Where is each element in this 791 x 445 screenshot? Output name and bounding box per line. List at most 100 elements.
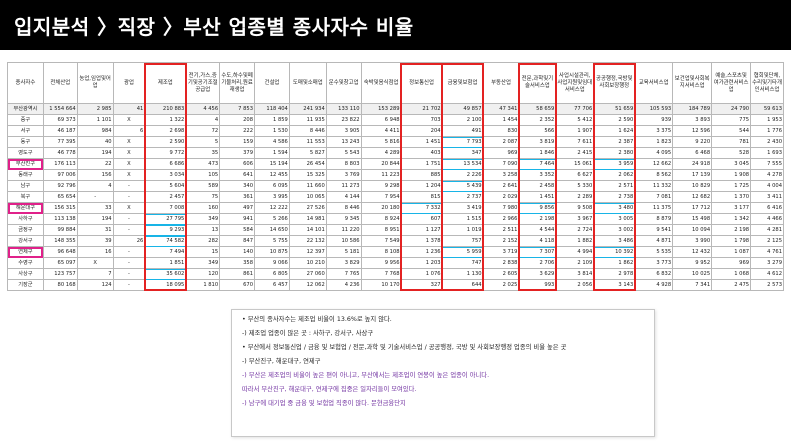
column-header: 제조업 <box>144 62 187 104</box>
value-cell: 3 005 <box>593 213 636 225</box>
value-cell: 2 062 <box>593 169 636 181</box>
region-name-cell: 사상구 <box>7 268 44 280</box>
value-cell: 12 455 <box>254 169 290 181</box>
value-cell: 1 101 <box>76 114 114 126</box>
column-header: 협회및단체,수리및기타개인서비스업 <box>750 62 784 104</box>
value-cell: 18 095 <box>144 279 187 291</box>
value-cell: 10 875 <box>254 246 290 258</box>
value-cell: 984 <box>76 125 114 137</box>
region-name-cell: 북구 <box>7 191 44 203</box>
value-cell: 13 243 <box>325 136 362 148</box>
value-cell: 10 392 <box>593 246 636 258</box>
value-cell: 15 061 <box>555 158 595 170</box>
value-cell: 9 293 <box>144 224 187 236</box>
column-header: 종사자수 <box>7 62 44 104</box>
value-cell: 1 725 <box>711 180 752 192</box>
value-cell: 1 908 <box>711 169 752 181</box>
value-cell: 3 814 <box>555 268 595 280</box>
value-cell: 775 <box>711 114 752 126</box>
column-header: 정보통신업 <box>400 62 443 104</box>
value-cell: 12 397 <box>288 246 327 258</box>
value-cell: 124 <box>76 279 114 291</box>
value-cell: 5 816 <box>360 136 402 148</box>
value-cell: 6 832 <box>634 268 674 280</box>
value-cell: 26 <box>112 235 146 247</box>
value-cell: 31 <box>76 224 114 236</box>
column-header: 부동산업 <box>482 62 520 104</box>
value-cell: 27 060 <box>288 268 327 280</box>
value-cell: 4 928 <box>634 279 674 291</box>
value-cell: 9 066 <box>254 257 290 269</box>
value-cell: X <box>76 257 114 269</box>
value-cell: 24 790 <box>711 103 752 115</box>
value-cell: 4 612 <box>750 268 784 280</box>
region-name-cell: 부산진구 <box>7 158 44 170</box>
region-name-cell: 해운대구 <box>7 202 44 214</box>
value-cell: 1 751 <box>400 158 443 170</box>
value-cell: 35 602 <box>144 268 187 280</box>
value-cell: 12 062 <box>288 279 327 291</box>
value-cell: 7 341 <box>672 279 713 291</box>
value-cell: 46 778 <box>42 147 78 159</box>
page-header: 입지분석 〉직장 〉부산 업종별 종사자수 비율 <box>0 0 791 50</box>
value-cell: 2 978 <box>593 268 636 280</box>
value-cell: - <box>112 268 146 280</box>
column-header: 수도,하수및폐기물처리,원료재생업 <box>219 62 256 104</box>
value-cell: 3 995 <box>254 191 290 203</box>
value-cell: 9 956 <box>360 257 402 269</box>
value-cell: 12 596 <box>672 125 713 137</box>
value-cell: 847 <box>219 235 256 247</box>
value-cell: 2 698 <box>144 125 187 137</box>
column-header: 농업,임업및어업 <box>76 62 114 104</box>
value-cell: 584 <box>219 224 256 236</box>
value-cell: 7 464 <box>518 158 557 170</box>
value-cell: 544 <box>711 125 752 137</box>
value-cell: 7 307 <box>518 246 557 258</box>
value-cell: 153 289 <box>360 103 402 115</box>
notes-panel: • 부산의 종사자수는 제조업 비율이 13.6%로 높지 않다. -) 제조업… <box>231 309 655 437</box>
note-manufacturing-districts: -) 제조업 업종이 많은 곳 : 사하구, 강서구, 사상구 <box>242 330 374 337</box>
value-cell: 1 530 <box>254 125 290 137</box>
value-cell: 8 446 <box>288 125 327 137</box>
value-cell: 7 494 <box>144 246 187 258</box>
value-cell: 241 934 <box>288 103 327 115</box>
value-cell: 9 856 <box>518 202 557 214</box>
value-cell: 11 332 <box>634 180 674 192</box>
value-cell: 2 724 <box>555 224 595 236</box>
value-cell: 5 412 <box>555 114 595 126</box>
value-cell: 14 650 <box>254 224 290 236</box>
value-cell: X <box>112 169 146 181</box>
value-cell: 589 <box>185 180 221 192</box>
region-name-cell: 강서구 <box>7 235 44 247</box>
value-cell: 4 761 <box>750 246 784 258</box>
value-cell: 113 138 <box>42 213 78 225</box>
value-cell: 14 981 <box>288 213 327 225</box>
value-cell: 8 924 <box>360 213 402 225</box>
value-cell: 11 375 <box>634 202 674 214</box>
region-name-cell: 연제구 <box>7 246 44 258</box>
value-cell: 969 <box>482 147 520 159</box>
value-cell: 10 170 <box>360 279 402 291</box>
value-cell: 9 772 <box>144 147 187 159</box>
value-cell: 22 <box>76 158 114 170</box>
value-cell: 3 829 <box>325 257 362 269</box>
value-cell: 379 <box>219 147 256 159</box>
value-cell: 349 <box>185 257 221 269</box>
value-cell: 2 025 <box>482 279 520 291</box>
value-cell: 160 <box>185 202 221 214</box>
value-cell: 8 803 <box>325 158 362 170</box>
value-cell: 2 125 <box>750 235 784 247</box>
column-header: 전문,과학및기술서비스업 <box>518 62 557 104</box>
value-cell: 99 884 <box>42 224 78 236</box>
value-cell: - <box>112 224 146 236</box>
table-row: 동래구 97 006 156 X 3 034 105 641 12 455 15 325 3 76… <box>7 169 784 181</box>
value-cell: 6 805 <box>254 268 290 280</box>
table-row: 기장군 80 168 124-18 095 1 810 670 6 457 12 062 4 … <box>7 279 784 291</box>
value-cell: 9 541 <box>634 224 674 236</box>
value-cell: 15 <box>185 246 221 258</box>
value-cell: 3 279 <box>750 257 784 269</box>
value-cell: 4 095 <box>634 147 674 159</box>
value-cell: 703 <box>400 114 443 126</box>
value-cell: 8 879 <box>634 213 674 225</box>
value-cell: 8 108 <box>360 246 402 258</box>
